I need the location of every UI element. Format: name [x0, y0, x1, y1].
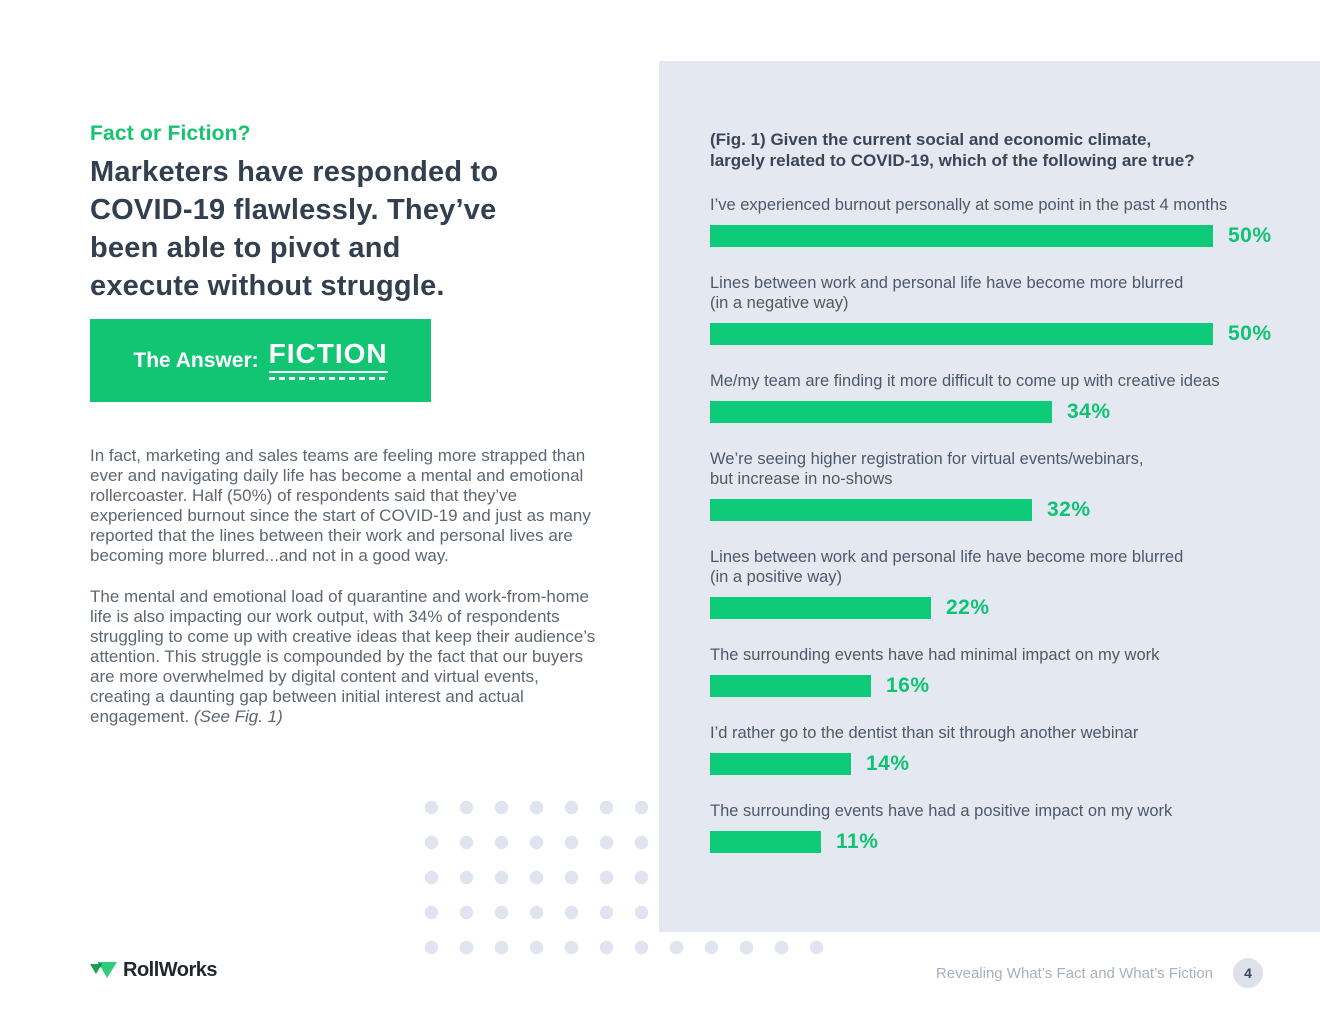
- fig-reference: (See Fig. 1): [193, 707, 283, 726]
- bar-value: 50%: [1228, 322, 1272, 345]
- chart-item: I’ve experienced burnout personally at s…: [710, 195, 1302, 247]
- paragraph-2: The mental and emotional load of quarant…: [90, 587, 604, 727]
- bar: [710, 323, 1213, 345]
- chart-item: Lines between work and personal life hav…: [710, 273, 1302, 345]
- bar-row: 11%: [710, 830, 1302, 853]
- bar-label: The surrounding events have had minimal …: [710, 646, 1160, 664]
- answer-value: FICTION: [268, 338, 388, 380]
- chart-item: The surrounding events have had minimal …: [710, 645, 1302, 697]
- answer-prefix: The Answer:: [133, 348, 259, 372]
- paragraph-2-text: The mental and emotional load of quarant…: [90, 587, 596, 726]
- page-title: Marketers have responded to COVID-19 fla…: [90, 156, 499, 302]
- answer-box: The Answer: FICTION: [90, 319, 431, 402]
- bar-label: I’ve experienced burnout personally at s…: [710, 196, 1228, 214]
- bar-value: 14%: [866, 752, 910, 775]
- bar-value: 32%: [1047, 498, 1091, 521]
- footer-right: Revealing What’s Fact and What’s Fiction…: [936, 958, 1263, 988]
- bar-label: Lines between work and personal life hav…: [710, 274, 1184, 312]
- dashed-underline: [268, 376, 388, 380]
- brand-name: RollWorks: [123, 959, 218, 981]
- bar: [710, 401, 1052, 423]
- bar-value: 50%: [1228, 224, 1272, 247]
- rollworks-logo-icon: [90, 961, 117, 978]
- bar: [710, 675, 871, 697]
- bar: [710, 753, 851, 775]
- bar-row: 22%: [710, 596, 1302, 619]
- chart-item: Lines between work and personal life hav…: [710, 547, 1302, 619]
- bar-value: 16%: [886, 674, 930, 697]
- chart-item: I’d rather go to the dentist than sit th…: [710, 723, 1302, 775]
- bar: [710, 499, 1032, 521]
- figure-title: (Fig. 1) Given the current social and ec…: [710, 130, 1195, 170]
- bar-row: 50%: [710, 322, 1302, 345]
- bar: [710, 831, 821, 853]
- bar-value: 22%: [946, 596, 990, 619]
- chart-item: Me/my team are finding it more difficult…: [710, 371, 1302, 423]
- figure-panel: (Fig. 1) Given the current social and ec…: [659, 61, 1320, 932]
- bar-row: 32%: [710, 498, 1302, 521]
- bar: [710, 225, 1213, 247]
- bar-label: Lines between work and personal life hav…: [710, 548, 1184, 586]
- bar-label: Me/my team are finding it more difficult…: [710, 372, 1220, 390]
- paragraph-1: In fact, marketing and sales teams are f…: [90, 446, 591, 565]
- bar: [710, 597, 931, 619]
- bar-value: 11%: [836, 830, 879, 853]
- bar-label: The surrounding events have had a positi…: [710, 802, 1173, 820]
- footer-caption: Revealing What’s Fact and What’s Fiction: [935, 964, 1213, 982]
- bar-row: 14%: [710, 752, 1302, 775]
- bar-row: 34%: [710, 400, 1302, 423]
- bar-row: 16%: [710, 674, 1302, 697]
- left-column: Fact or Fiction? Marketers have responde…: [90, 122, 612, 727]
- bar-row: 50%: [710, 224, 1302, 247]
- chart-item: The surrounding events have had a positi…: [710, 801, 1302, 853]
- chart-item: We’re seeing higher registration for vir…: [710, 449, 1302, 521]
- answer-value-text: FICTION: [268, 338, 388, 373]
- rollworks-logo: RollWorks: [90, 959, 218, 982]
- dots-pattern-row: [414, 930, 834, 965]
- bar-label: We’re seeing higher registration for vir…: [710, 450, 1144, 488]
- dots-pattern-grid: [414, 790, 659, 930]
- bar-chart: I’ve experienced burnout personally at s…: [710, 195, 1302, 853]
- bar-value: 34%: [1067, 400, 1111, 423]
- bar-label: I’d rather go to the dentist than sit th…: [710, 724, 1139, 742]
- eyebrow-heading: Fact or Fiction?: [90, 122, 251, 145]
- page-number-badge: 4: [1233, 958, 1263, 988]
